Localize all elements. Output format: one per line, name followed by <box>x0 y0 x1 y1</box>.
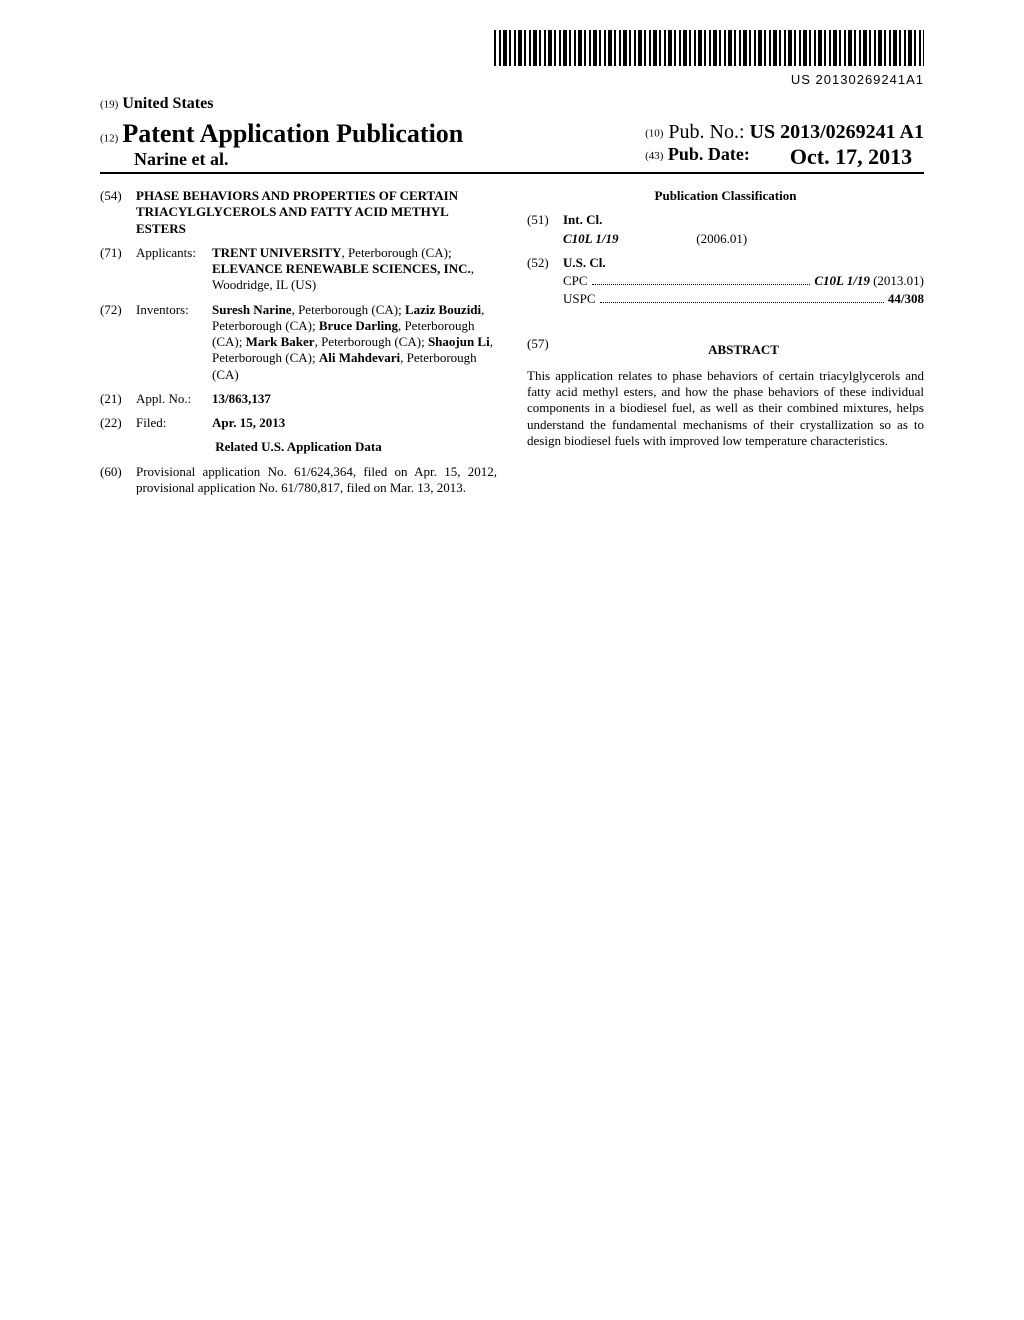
cpc-code: C10L 1/19 <box>814 273 870 289</box>
inv-1-name: Laziz Bouzidi <box>405 302 481 317</box>
inv-0-loc: , Peterborough (CA); <box>292 302 405 317</box>
barcode-graphic <box>494 30 924 66</box>
barcode-text: US 20130269241A1 <box>791 72 924 87</box>
f52-spacer2 <box>527 291 563 307</box>
left-column: (54) PHASE BEHAVIORS AND PROPERTIES OF C… <box>100 188 497 504</box>
body-columns: (54) PHASE BEHAVIORS AND PROPERTIES OF C… <box>100 188 924 504</box>
f72-content: Suresh Narine, Peterborough (CA); Laziz … <box>212 302 497 383</box>
header-right: (10) Pub. No.: US 2013/0269241 A1 (43) P… <box>645 121 924 170</box>
f57-num: (57) <box>527 336 563 368</box>
inv-4-name: Shaojun Li <box>428 334 490 349</box>
abstract-title: ABSTRACT <box>563 342 924 358</box>
f21-label: Appl. No.: <box>136 391 212 407</box>
f22-value: Apr. 15, 2013 <box>212 415 497 431</box>
classification-title: Publication Classification <box>527 188 924 204</box>
pubno-value: US 2013/0269241 A1 <box>750 121 924 143</box>
cpc-label: CPC <box>563 273 588 289</box>
uspc-label: USPC <box>563 291 596 307</box>
f72-label: Inventors: <box>136 302 212 383</box>
applicant-0-name: TRENT UNIVERSITY <box>212 245 341 260</box>
country-inid: (19) <box>100 98 118 110</box>
f21-value: 13/863,137 <box>212 391 497 407</box>
barcode-block: US 20130269241A1 <box>100 30 924 89</box>
f52-label: U.S. Cl. <box>563 255 924 271</box>
header-authors: Narine et al. <box>100 149 463 170</box>
uspc-code: 44/308 <box>888 291 924 307</box>
pubno-label: Pub. No.: <box>668 121 744 143</box>
f51-spacer <box>527 231 563 247</box>
f71-label: Applicants: <box>136 245 212 294</box>
country: United States <box>122 95 213 112</box>
f54-title: PHASE BEHAVIORS AND PROPERTIES OF CERTAI… <box>136 188 497 237</box>
uspc-dots <box>600 292 884 303</box>
f51-label: Int. Cl. <box>563 212 924 228</box>
f54-num: (54) <box>100 188 136 237</box>
header-left: (12) Patent Application Publication Nari… <box>100 119 463 170</box>
f72-num: (72) <box>100 302 136 383</box>
f22-label: Filed: <box>136 415 212 431</box>
f71-content: TRENT UNIVERSITY, Peterborough (CA); ELE… <box>212 245 497 294</box>
inv-0-name: Suresh Narine <box>212 302 292 317</box>
cpc-dots <box>592 274 811 285</box>
applicant-0-loc: , Peterborough (CA); <box>341 245 451 260</box>
f52-num: (52) <box>527 255 563 271</box>
pubtype-inid: (12) <box>100 132 118 144</box>
f60-num: (60) <box>100 464 136 497</box>
header-pre: (19) United States <box>100 95 924 113</box>
pubdate-value: Oct. 17, 2013 <box>790 144 912 170</box>
header-row: (12) Patent Application Publication Nari… <box>100 119 924 174</box>
related-title: Related U.S. Application Data <box>100 439 497 455</box>
inv-3-loc: , Peterborough (CA); <box>315 334 428 349</box>
f21-num: (21) <box>100 391 136 407</box>
right-column: Publication Classification (51) Int. Cl.… <box>527 188 924 504</box>
abstract-text: This application relates to phase behavi… <box>527 368 924 449</box>
f52-spacer1 <box>527 273 563 289</box>
applicant-1-name: ELEVANCE RENEWABLE SCIENCES, INC. <box>212 261 471 276</box>
f51-year: (2006.01) <box>696 231 747 246</box>
pubtype: Patent Application Publication <box>122 119 463 148</box>
inv-5-name: Ali Mahdevari <box>319 350 400 365</box>
f51-code: C10L 1/19 <box>563 231 693 247</box>
pubdate-inid: (43) <box>645 150 663 162</box>
f71-num: (71) <box>100 245 136 294</box>
f22-num: (22) <box>100 415 136 431</box>
f60-text: Provisional application No. 61/624,364, … <box>136 464 497 497</box>
f51-num: (51) <box>527 212 563 228</box>
inv-2-name: Bruce Darling <box>319 318 398 333</box>
pubdate-label: Pub. Date: <box>668 144 750 164</box>
pubno-inid: (10) <box>645 127 663 139</box>
cpc-year: (2013.01) <box>873 273 924 289</box>
inv-3-name: Mark Baker <box>246 334 315 349</box>
